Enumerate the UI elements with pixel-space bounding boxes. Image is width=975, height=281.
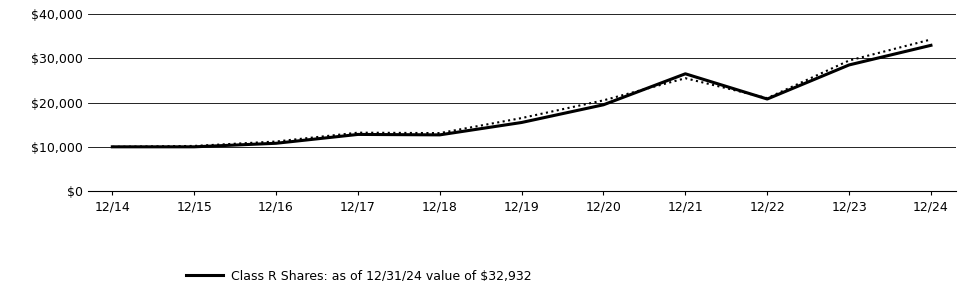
Legend: Class R Shares: as of 12/31/24 value of $32,932, S&P 500 Total Return Index: as : Class R Shares: as of 12/31/24 value of … bbox=[180, 265, 614, 281]
